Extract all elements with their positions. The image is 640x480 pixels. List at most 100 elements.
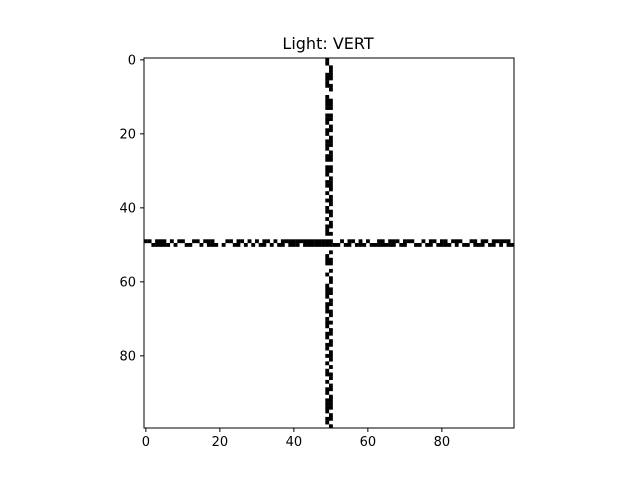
- heatmap-cell: [329, 128, 333, 133]
- heatmap-cell: [288, 243, 293, 247]
- heatmap-cell: [325, 120, 330, 125]
- heatmap-cell: [325, 72, 330, 77]
- heatmap-cell: [458, 239, 463, 244]
- heatmap-cell: [262, 243, 267, 247]
- heatmap-cell: [325, 113, 330, 118]
- heatmap-cell: [329, 154, 333, 159]
- heatmap-cell: [325, 228, 330, 233]
- heatmap-cell: [329, 387, 333, 392]
- heatmap-cell: [343, 243, 348, 247]
- heatmap-cell: [436, 243, 441, 247]
- heatmap-cell: [391, 239, 396, 244]
- heatmap-cell: [329, 198, 333, 203]
- heatmap-cell: [329, 83, 333, 88]
- heatmap-cell: [247, 239, 252, 244]
- heatmap-cell: [451, 239, 455, 244]
- heatmap-cell: [206, 243, 211, 247]
- heatmap-cell: [480, 239, 485, 244]
- heatmap-cell: [325, 117, 330, 122]
- heatmap-cells: [144, 58, 515, 429]
- heatmap-cell: [280, 239, 285, 244]
- heatmap-cell: [325, 172, 330, 177]
- heatmap-cell: [510, 243, 515, 247]
- heatmap-cell: [325, 139, 330, 144]
- heatmap-cell: [321, 243, 326, 247]
- heatmap-cell: [310, 243, 315, 247]
- heatmap-cell: [329, 350, 333, 355]
- heatmap-cell: [329, 376, 333, 381]
- heatmap-cell: [321, 239, 326, 244]
- heatmap-cell: [325, 257, 330, 262]
- heatmap-cell: [329, 139, 333, 144]
- heatmap-cell: [162, 239, 167, 244]
- heatmap-cell: [295, 239, 300, 244]
- heatmap-cell: [329, 342, 333, 347]
- y-tick-label: 60: [119, 275, 136, 290]
- heatmap-cell: [325, 342, 330, 347]
- heatmap-cell: [454, 243, 459, 247]
- heatmap-cell: [299, 239, 304, 244]
- heatmap-cell: [144, 239, 148, 244]
- heatmap-cell: [329, 280, 333, 284]
- heatmap-cell: [329, 239, 333, 244]
- heatmap-cell: [325, 224, 330, 229]
- heatmap-cell: [325, 206, 330, 210]
- heatmap-cell: [329, 372, 333, 377]
- heatmap-cell: [325, 106, 330, 110]
- heatmap-cell: [210, 243, 215, 247]
- heatmap-cell: [499, 239, 504, 244]
- heatmap-cell: [329, 213, 333, 218]
- heatmap-cell: [329, 102, 333, 107]
- heatmap-cell: [214, 243, 219, 247]
- heatmap-cell: [325, 61, 330, 66]
- heatmap-cell: [325, 98, 330, 103]
- heatmap-cell: [329, 150, 333, 155]
- heatmap-cell: [325, 291, 330, 295]
- heatmap-cell: [173, 243, 178, 247]
- heatmap-cell: [295, 243, 300, 247]
- heatmap-cell: [443, 239, 448, 244]
- heatmap-cell: [325, 102, 330, 107]
- heatmap-cell: [314, 243, 319, 247]
- heatmap-cell: [325, 361, 330, 366]
- heatmap-cell: [181, 239, 185, 244]
- heatmap-cell: [506, 239, 511, 244]
- heatmap-cell: [325, 416, 330, 421]
- heatmap-cell: [325, 231, 330, 236]
- heatmap-cell: [325, 372, 330, 377]
- heatmap-cell: [354, 243, 359, 247]
- heatmap-cell: [473, 243, 478, 247]
- heatmap-cell: [380, 239, 385, 244]
- heatmap-cell: [428, 239, 433, 244]
- heatmap-cell: [325, 261, 330, 266]
- heatmap-cell: [236, 243, 241, 247]
- heatmap-cell: [351, 239, 356, 244]
- heatmap-cell: [325, 294, 330, 299]
- heatmap-cell: [329, 113, 333, 118]
- heatmap-cell: [325, 180, 330, 184]
- heatmap-cell: [325, 198, 330, 203]
- heatmap-cell: [347, 243, 352, 247]
- heatmap-cell: [329, 313, 333, 318]
- heatmap-cell: [329, 176, 333, 181]
- heatmap-cell: [280, 243, 285, 247]
- heatmap-cell: [329, 250, 333, 255]
- heatmap-cell: [329, 287, 333, 292]
- heatmap-cell: [243, 243, 248, 247]
- heatmap-cell: [329, 398, 333, 403]
- heatmap-cell: [329, 143, 333, 147]
- chart-title: Light: VERT: [282, 34, 373, 53]
- heatmap-cell: [329, 402, 333, 406]
- heatmap-cell: [495, 239, 500, 244]
- heatmap-cell: [325, 272, 330, 277]
- heatmap-cell: [325, 95, 330, 99]
- heatmap-cell: [329, 331, 333, 336]
- heatmap-cell: [258, 243, 263, 247]
- heatmap-cell: [329, 169, 333, 173]
- heatmap-cell: [329, 339, 333, 344]
- heatmap-cell: [366, 239, 370, 244]
- heatmap-cell: [380, 243, 385, 247]
- heatmap-cell: [325, 302, 330, 307]
- heatmap-cell: [329, 165, 333, 170]
- heatmap-cell: [329, 106, 333, 110]
